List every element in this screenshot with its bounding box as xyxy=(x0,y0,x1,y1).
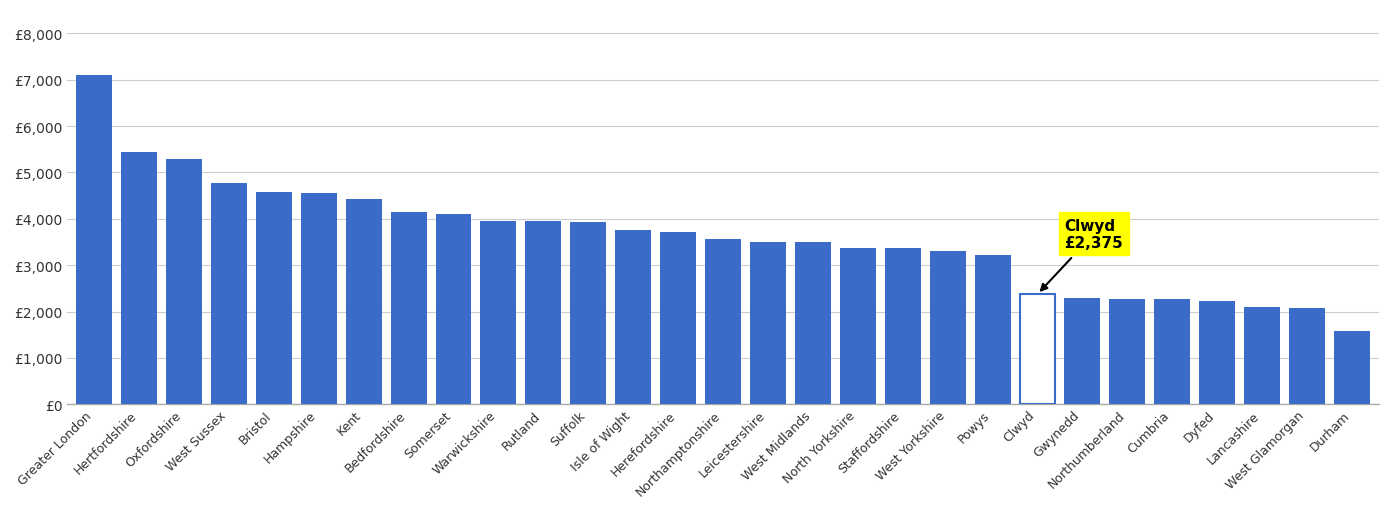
Bar xyxy=(1019,295,1055,405)
Bar xyxy=(705,240,741,405)
Bar xyxy=(570,222,606,405)
Bar xyxy=(930,251,966,405)
Bar xyxy=(1289,308,1325,405)
Bar xyxy=(256,193,292,405)
Bar xyxy=(76,76,113,405)
Bar xyxy=(1334,331,1371,405)
Bar xyxy=(660,232,696,405)
Bar xyxy=(1200,302,1236,405)
Bar xyxy=(165,159,202,405)
Bar xyxy=(1065,298,1101,405)
Bar xyxy=(1244,307,1280,405)
Text: Clwyd
£2,375: Clwyd £2,375 xyxy=(1041,218,1123,291)
Bar xyxy=(751,242,785,405)
Bar xyxy=(1019,295,1055,405)
Bar xyxy=(391,212,427,405)
Bar xyxy=(121,152,157,405)
Bar xyxy=(974,256,1011,405)
Bar xyxy=(525,221,562,405)
Bar xyxy=(885,249,920,405)
Bar xyxy=(840,248,876,405)
Bar xyxy=(795,243,831,405)
Bar xyxy=(616,231,651,405)
Bar xyxy=(211,183,247,405)
Bar xyxy=(1154,300,1190,405)
Bar xyxy=(300,193,336,405)
Bar xyxy=(435,215,471,405)
Bar xyxy=(346,200,382,405)
Bar xyxy=(481,221,517,405)
Bar xyxy=(1109,299,1145,405)
